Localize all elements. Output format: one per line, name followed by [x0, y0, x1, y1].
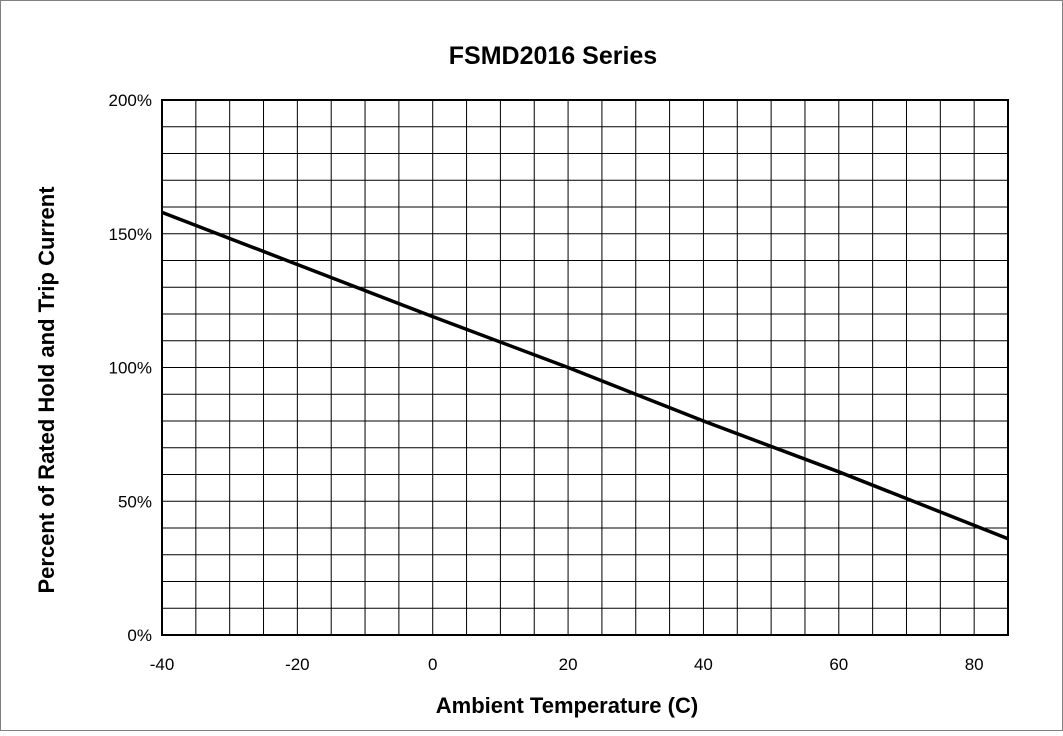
y-tick-labels: 0% 50% 100% 150% 200% [109, 91, 152, 645]
x-tick-label: 0 [428, 655, 437, 674]
grid-lines [162, 100, 1008, 635]
plot-area [161, 99, 1009, 636]
x-tick-label: -20 [285, 655, 310, 674]
y-tick-label: 200% [109, 91, 152, 110]
x-tick-label: 40 [694, 655, 713, 674]
y-tick-label: 50% [118, 492, 152, 511]
chart-title: FSMD2016 Series [449, 42, 657, 70]
series-line [161, 210, 1009, 541]
x-tick-label: -40 [150, 655, 175, 674]
x-tick-label: 80 [965, 655, 984, 674]
y-tick-label: 150% [109, 225, 152, 244]
series-layer [161, 210, 1009, 541]
y-axis-label: Percent of Rated Hold and Trip Current [34, 186, 59, 594]
x-tick-labels: -40 -20 0 20 40 60 80 [150, 655, 984, 674]
y-tick-label: 0% [127, 626, 152, 645]
x-axis-label: Ambient Temperature (C) [436, 693, 698, 718]
x-tick-label: 20 [559, 655, 578, 674]
x-tick-label: 60 [829, 655, 848, 674]
y-tick-label: 100% [109, 359, 152, 378]
